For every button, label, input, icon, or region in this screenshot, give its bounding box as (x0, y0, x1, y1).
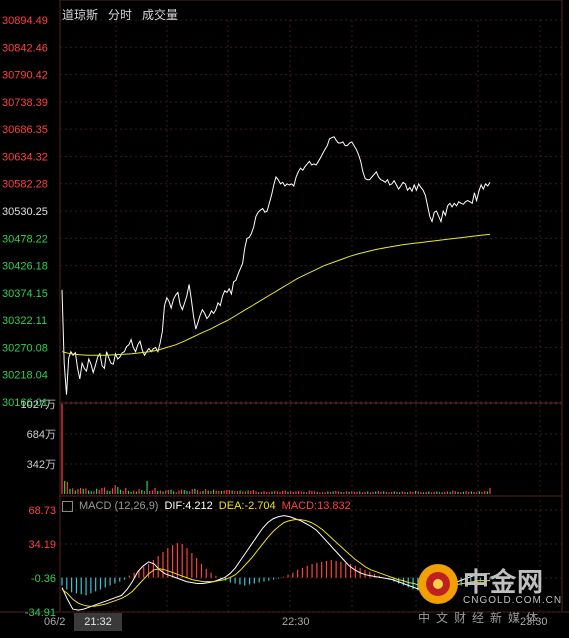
macd-dea-value: DEA:-2.704 (218, 500, 276, 512)
chart-header: 道琼斯 分时 成交量 (62, 6, 178, 24)
macd-macd-value: MACD:13.832 (281, 500, 351, 512)
x-label-start: 06/2 (44, 616, 66, 628)
tab-timeshare[interactable]: 分时 (108, 8, 133, 22)
macd-tick-label-2: -0.36 (31, 573, 56, 585)
macd-dif-value: DIF:4.212 (164, 500, 213, 512)
price-tick-label-11: 30322.11 (2, 315, 47, 327)
volume-tick-label-2: 342万 (27, 459, 56, 471)
x-label-mid: 22:30 (282, 616, 310, 628)
price-tick-label-4: 30686.35 (2, 124, 48, 136)
macd-tick-label-0: 68.73 (28, 505, 56, 517)
macd-label: MACD (12,26,9) (79, 500, 159, 512)
cursor-time-label: 21:32 (74, 613, 122, 631)
price-tick-label-8: 30478.22 (2, 233, 48, 245)
price-tick-label-1: 30842.46 (2, 42, 48, 54)
price-line (61, 136, 491, 395)
price-tick-label-14: 30166.01 (2, 397, 48, 409)
price-tick-label-6: 30582.28 (2, 179, 48, 191)
symbol-label[interactable]: 道琼斯 (62, 8, 99, 22)
x-label-end: 23:30 (520, 616, 548, 628)
macd-tick-label-3: -34.91 (25, 607, 56, 619)
price-tick-label-13: 30218.04 (2, 370, 48, 382)
macd-tick-label-1: 34.19 (28, 539, 56, 551)
cngold-logo-icon (418, 564, 458, 604)
price-tick-label-10: 30374.15 (2, 288, 48, 300)
macd-header: MACD (12,26,9) DIF:4.212 DEA:-2.704 MACD… (62, 498, 351, 514)
logo-cn-text: 中金网 (463, 568, 545, 598)
logo-en-text: CNGOLD.COM.CN (463, 595, 563, 606)
volume-tick-label-0: 1027万 (21, 399, 56, 411)
price-tick-label-9: 30426.18 (2, 261, 48, 273)
price-tick-label-7: 30530.25 (2, 206, 48, 218)
average-price-line (61, 233, 491, 356)
price-tick-label-0: 30894.49 (2, 15, 48, 27)
volume-tick-label-1: 684万 (27, 429, 56, 441)
tab-volume[interactable]: 成交量 (142, 8, 179, 22)
price-tick-label-3: 30738.39 (2, 97, 48, 109)
price-tick-label-5: 30634.32 (2, 151, 48, 163)
chart-frame (59, 0, 563, 613)
macd-toggle-icon[interactable] (62, 501, 73, 512)
price-tick-label-12: 30270.08 (2, 342, 48, 354)
logo-sub-text: 中文财经新媒体 (418, 611, 545, 625)
price-tick-label-2: 30790.42 (2, 70, 48, 82)
